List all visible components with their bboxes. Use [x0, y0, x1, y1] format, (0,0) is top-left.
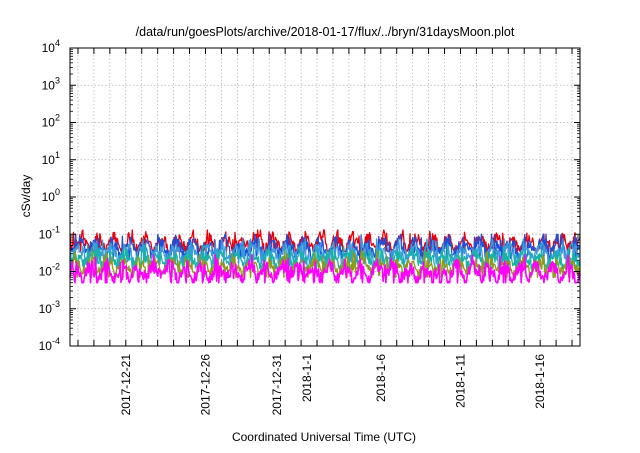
series-line: [69, 243, 581, 270]
y-tick-label: 102: [42, 113, 60, 130]
y-tick-label: 10-3: [39, 299, 60, 316]
y-tick-base: 10: [42, 116, 56, 130]
x-tick-label: 2018-1-1: [300, 354, 314, 402]
series-line: [69, 238, 581, 265]
y-tick-base: 10: [39, 302, 53, 316]
y-tick-exponent: 4: [55, 38, 60, 48]
y-tick-base: 10: [42, 153, 56, 167]
y-tick-base: 10: [39, 339, 53, 353]
y-tick-label: 10-1: [39, 224, 60, 241]
series-line: [69, 254, 581, 284]
y-axis-label: cSv/day: [19, 175, 33, 218]
series-group: [69, 229, 581, 284]
y-tick-base: 10: [39, 227, 53, 241]
x-tick-label: 2018-1-16: [533, 354, 547, 409]
y-tick-label: 10-4: [39, 336, 60, 353]
axes: [69, 47, 581, 347]
y-tick-label: 103: [42, 75, 60, 92]
y-tick-exponent: -4: [52, 336, 60, 346]
x-tick-label: 2018-1-11: [453, 354, 467, 408]
y-tick-exponent: 2: [55, 113, 60, 123]
grid: [70, 48, 580, 346]
plot-frame: [69, 47, 581, 347]
y-tick-base: 10: [39, 265, 53, 279]
chart-title: /data/run/goesPlots/archive/2018-01-17/f…: [136, 25, 515, 39]
y-tick-exponent: -1: [52, 224, 60, 234]
y-tick-base: 10: [42, 78, 56, 92]
x-tick-label: 2017-12-26: [198, 354, 212, 416]
x-tick-label: 2017-12-31: [270, 354, 284, 416]
y-tick-exponent: 3: [55, 75, 60, 85]
x-axis-label: Coordinated Universal Time (UTC): [232, 430, 416, 444]
y-tick-label: 10-2: [39, 262, 60, 279]
y-tick-exponent: -2: [52, 262, 60, 272]
x-tick-label: 2018-1-6: [374, 354, 388, 402]
y-tick-label: 100: [42, 187, 60, 204]
y-tick-label: 101: [42, 150, 60, 167]
y-tick-base: 10: [42, 190, 56, 204]
y-tick-exponent: 1: [55, 150, 60, 160]
y-tick-base: 10: [42, 41, 56, 55]
x-tick-labels: 2017-12-21 2017-12-26 2017-12-31 2018-1-1 20…: [119, 354, 547, 416]
y-tick-exponent: -3: [52, 299, 60, 309]
y-tick-exponent: 0: [55, 187, 60, 197]
y-tick-label: 104: [42, 38, 60, 55]
x-tick-label: 2017-12-21: [119, 354, 133, 416]
